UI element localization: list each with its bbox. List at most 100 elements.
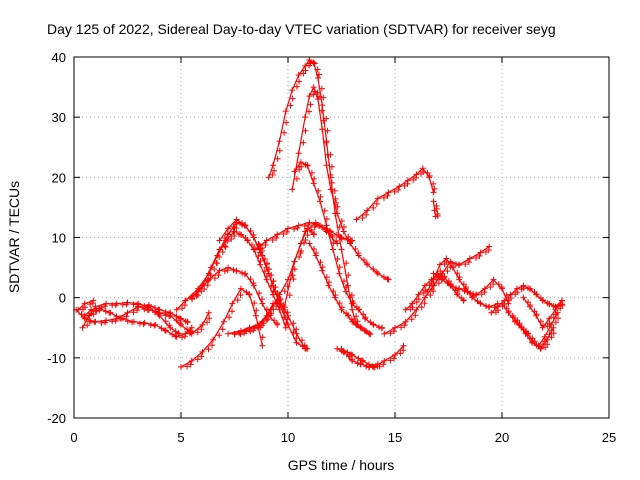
data-point: [298, 337, 305, 344]
data-point: [178, 315, 184, 322]
data-point: [220, 318, 227, 325]
data-point: [374, 360, 381, 367]
data-point: [152, 321, 159, 328]
data-point: [319, 267, 326, 274]
data-point: [409, 300, 416, 307]
x-axis-label: GPS time / hours: [288, 457, 395, 473]
data-point: [221, 268, 228, 275]
data-point: [430, 282, 437, 289]
data-point: [540, 341, 547, 348]
data-point: [295, 150, 302, 157]
data-point: [188, 294, 195, 301]
data-point: [424, 288, 431, 295]
data-point: [413, 171, 420, 178]
data-point: [211, 266, 218, 273]
data-point: [237, 292, 244, 299]
data-point: [178, 321, 184, 328]
data-point: [81, 312, 88, 319]
data-point: [449, 264, 456, 271]
data-point: [334, 256, 341, 263]
data-point: [419, 165, 426, 172]
x-tick-label: 10: [281, 430, 295, 445]
data-point: [274, 231, 281, 238]
data-point: [264, 316, 271, 323]
data-point: [558, 297, 565, 304]
data-point: [179, 334, 186, 341]
data-point: [205, 346, 212, 353]
y-tick-label: 40: [52, 50, 66, 65]
data-point: [269, 237, 276, 244]
data-point: [470, 291, 477, 298]
data-point: [371, 364, 378, 371]
y-tick-label: 30: [52, 110, 66, 125]
data-point: [375, 324, 382, 331]
series-arc-k-tail: [430, 198, 441, 220]
data-point: [176, 315, 183, 322]
data-point: [179, 305, 186, 312]
data-point: [334, 345, 341, 352]
data-point: [276, 147, 283, 154]
data-point: [345, 353, 352, 360]
data-point: [228, 236, 235, 242]
data-point: [263, 260, 270, 267]
data-point: [250, 234, 257, 241]
data-point: [187, 361, 194, 368]
series-arc-k: [353, 165, 438, 223]
data-point: [360, 257, 367, 264]
data-point: [222, 244, 229, 251]
data-point: [304, 162, 311, 169]
data-point: [391, 188, 398, 195]
data-point: [349, 318, 356, 325]
data-point: [231, 331, 238, 338]
data-point: [477, 300, 484, 307]
data-point: [430, 180, 437, 187]
data-point: [311, 88, 318, 95]
data-point: [237, 285, 244, 292]
series-arc-s: [520, 294, 566, 331]
data-point: [318, 85, 325, 92]
data-point: [362, 327, 369, 334]
data-point: [413, 306, 420, 313]
data-point: [520, 294, 527, 301]
data-point: [318, 107, 325, 114]
data-point: [494, 303, 501, 310]
data-point: [270, 278, 277, 285]
data-point: [363, 211, 370, 218]
data-point: [461, 288, 468, 295]
data-point: [370, 266, 377, 273]
data-point: [151, 322, 158, 329]
data-point: [357, 360, 364, 367]
data-point: [364, 207, 371, 214]
data-point: [96, 305, 103, 312]
data-point: [204, 319, 211, 326]
data-point: [253, 307, 260, 314]
series-band: [227, 300, 306, 350]
data-point: [300, 139, 307, 146]
data-point: [312, 252, 319, 259]
data-point: [286, 292, 293, 299]
data-point: [260, 320, 267, 327]
data-point: [302, 63, 309, 70]
data-point: [285, 312, 291, 319]
data-point: [336, 264, 343, 271]
data-point: [334, 210, 341, 217]
data-point: [402, 306, 409, 313]
series-arc-peak-4: [306, 240, 374, 338]
data-point: [281, 288, 288, 295]
data-point: [325, 282, 332, 289]
data-point: [140, 321, 147, 328]
data-point: [323, 162, 330, 169]
data-point: [293, 339, 300, 346]
data-point: [205, 309, 212, 316]
data-point: [226, 314, 233, 321]
data-point: [297, 159, 304, 166]
data-point: [211, 275, 218, 282]
data-point: [276, 138, 283, 145]
data-point: [481, 285, 488, 292]
data-point: [499, 300, 505, 307]
data-point: [188, 324, 195, 331]
data-point: [272, 288, 279, 295]
data-point: [482, 303, 489, 310]
data-point: [528, 339, 535, 346]
